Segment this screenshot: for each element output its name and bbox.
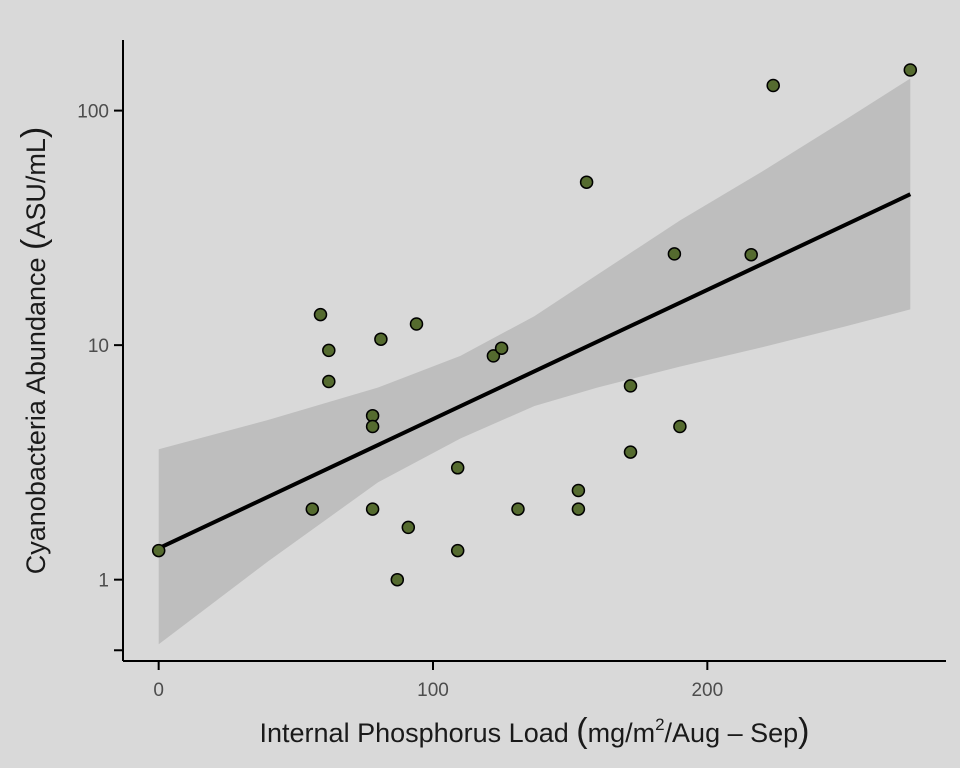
x-tick-label-100: 100 <box>417 680 449 701</box>
x-axis-title-main: Internal Phosphorus Load <box>260 718 577 748</box>
data-point-12 <box>450 461 465 475</box>
y-tick-label-100: 100 <box>77 102 109 123</box>
data-points-layer <box>151 63 918 587</box>
x-axis-title: Internal Phosphorus Load (mg/m2/Aug – Se… <box>260 712 810 750</box>
y-axis-title-main: Cyanobacteria Abundance <box>21 250 51 574</box>
data-point-2 <box>313 307 328 322</box>
data-point-21 <box>623 445 638 459</box>
confidence-band-layer <box>158 78 911 645</box>
y-tick-label-10: 10 <box>88 336 109 357</box>
x-axis-title-unit: mg/m <box>588 718 656 748</box>
data-point-20 <box>623 379 638 393</box>
y-ticks-layer: 1 10 100 <box>77 102 123 652</box>
y-axis-title: Cyanobacteria Abundance (ASU/mL) <box>15 127 53 574</box>
y-tick-label-1: 1 <box>98 571 109 592</box>
data-point-1 <box>305 502 320 516</box>
data-point-23 <box>673 419 687 434</box>
axes-layer <box>122 40 946 662</box>
data-point-17 <box>571 483 586 498</box>
data-point-24 <box>744 247 758 262</box>
data-point-11 <box>409 317 424 331</box>
data-point-0 <box>151 543 166 558</box>
x-ticks-layer: 0 100 200 <box>153 661 723 701</box>
data-point-7 <box>365 502 380 516</box>
x-axis-title-paren-open: ( <box>576 712 588 750</box>
x-axis-title-superscript: 2 <box>655 715 664 734</box>
x-axis-title-paren-close: ) <box>798 712 809 750</box>
data-point-16 <box>511 502 525 516</box>
data-point-6 <box>365 419 380 434</box>
fit-line-layer <box>157 192 912 551</box>
data-point-25 <box>766 78 780 93</box>
data-point-3 <box>322 343 336 358</box>
data-point-26 <box>903 63 918 77</box>
data-point-13 <box>450 543 465 558</box>
x-tick-label-200: 200 <box>691 680 723 701</box>
x-tick-label-0: 0 <box>153 680 164 701</box>
data-point-4 <box>322 374 336 389</box>
y-axis-title-paren-close: ) <box>15 127 53 138</box>
data-point-15 <box>494 341 509 355</box>
data-point-8 <box>374 332 388 346</box>
y-axis-title-paren-open: ( <box>15 238 53 250</box>
data-point-14 <box>486 349 501 363</box>
data-point-18 <box>571 502 586 516</box>
data-point-9 <box>390 572 405 587</box>
y-axis-title-unit: ASU/mL <box>21 138 51 239</box>
data-point-22 <box>667 247 682 261</box>
x-axis-title-unit-rest: /Aug – Sep <box>665 718 799 748</box>
data-point-19 <box>579 175 594 189</box>
confidence-band <box>158 78 911 645</box>
regression-line <box>157 192 912 551</box>
data-point-10 <box>401 520 416 535</box>
